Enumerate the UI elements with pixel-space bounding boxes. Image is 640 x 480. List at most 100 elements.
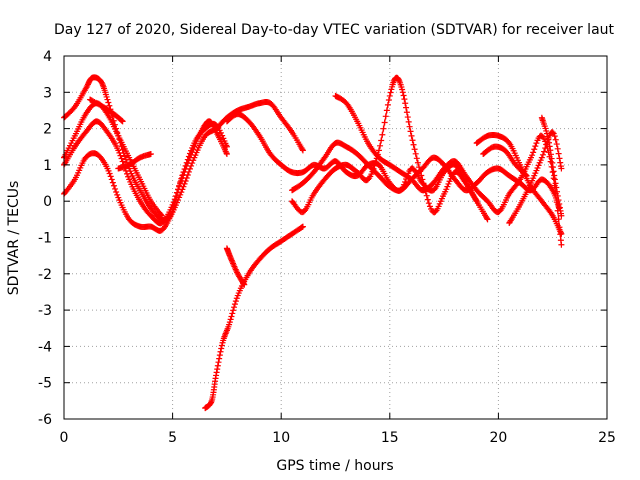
data-point-marker xyxy=(556,200,563,207)
grid xyxy=(64,56,607,419)
data-point-marker xyxy=(188,147,195,154)
data-point-marker xyxy=(378,137,385,144)
data-point-marker xyxy=(556,155,563,162)
data-point-marker xyxy=(414,159,421,166)
data-point-marker xyxy=(408,132,415,139)
y-tick-label: -6 xyxy=(38,412,52,428)
data-point-marker xyxy=(172,192,179,199)
data-point-marker xyxy=(555,197,562,204)
data-point-marker xyxy=(175,197,182,204)
data-point-marker xyxy=(220,135,227,142)
data-point-marker xyxy=(109,179,116,186)
data-point-marker xyxy=(371,162,378,169)
data-point-marker xyxy=(404,114,411,121)
data-point-marker xyxy=(431,186,438,193)
x-axis-label: GPS time / hours xyxy=(276,458,393,474)
data-point-marker xyxy=(530,149,537,156)
y-tick-label: 4 xyxy=(43,49,52,65)
data-point-marker xyxy=(405,118,412,125)
x-tick-label: 10 xyxy=(272,430,290,446)
data-point-marker xyxy=(216,352,223,359)
series-arc-6 xyxy=(115,151,154,172)
data-point-marker xyxy=(112,185,119,192)
data-point-marker xyxy=(557,159,564,166)
data-point-marker xyxy=(299,223,306,230)
data-point-marker xyxy=(207,400,214,407)
data-point-marker xyxy=(121,153,128,160)
data-point-marker xyxy=(186,150,193,157)
data-point-marker xyxy=(185,168,192,175)
data-point-marker xyxy=(117,152,124,159)
series-arc-7 xyxy=(223,111,491,223)
data-point-marker xyxy=(369,168,376,175)
data-point-marker xyxy=(551,176,558,183)
data-point-marker xyxy=(387,89,394,96)
data-point-marker xyxy=(110,182,117,189)
data-point-marker xyxy=(185,153,192,160)
data-point-marker xyxy=(411,146,418,153)
data-point-marker xyxy=(219,132,226,139)
data-point-marker xyxy=(375,147,382,154)
data-point-marker xyxy=(483,215,490,222)
series-arc-14 xyxy=(480,143,530,179)
data-point-marker xyxy=(554,188,561,195)
data-point-marker xyxy=(181,166,188,173)
data-point-marker xyxy=(215,359,222,366)
data-point-marker xyxy=(370,165,377,172)
data-point-marker xyxy=(182,177,189,184)
data-point-marker xyxy=(409,137,416,144)
data-point-marker xyxy=(379,131,386,138)
data-point-marker xyxy=(186,165,193,172)
data-point-marker xyxy=(539,151,546,158)
data-point-marker xyxy=(299,147,306,154)
data-point-marker xyxy=(547,151,554,158)
data-point-marker xyxy=(178,175,185,182)
data-point-marker xyxy=(177,179,184,186)
data-point-marker xyxy=(234,269,241,276)
data-point-marker xyxy=(119,118,126,125)
data-point-marker xyxy=(399,86,406,93)
data-point-marker xyxy=(381,119,388,126)
data-point-marker xyxy=(532,143,539,150)
data-point-marker xyxy=(550,168,557,175)
data-point-marker xyxy=(416,164,423,171)
series-arc-8 xyxy=(202,223,306,412)
data-point-marker xyxy=(217,348,224,355)
data-point-marker xyxy=(395,76,402,83)
data-point-marker xyxy=(233,295,240,302)
data-point-marker xyxy=(426,203,433,210)
data-point-marker xyxy=(179,172,186,179)
series-arc-3 xyxy=(87,96,126,125)
data-point-marker xyxy=(118,155,125,162)
data-point-marker xyxy=(407,128,414,135)
data-point-marker xyxy=(425,200,432,207)
y-tick-label: 1 xyxy=(43,158,52,174)
data-point-marker xyxy=(226,319,233,326)
data-point-marker xyxy=(188,162,195,169)
data-point-marker xyxy=(388,86,395,93)
data-point-marker xyxy=(183,175,190,182)
x-tick-label: 20 xyxy=(489,430,507,446)
data-point-marker xyxy=(546,143,553,150)
data-point-marker xyxy=(125,173,132,180)
data-point-marker xyxy=(554,192,561,199)
data-point-marker xyxy=(546,139,553,146)
data-point-marker xyxy=(180,169,187,176)
data-point-marker xyxy=(443,186,450,193)
y-tick-label: -3 xyxy=(38,303,52,319)
series-arc-9 xyxy=(223,245,248,288)
data-point-marker xyxy=(473,198,480,205)
data-point-marker xyxy=(385,97,392,104)
data-point-marker xyxy=(403,104,410,111)
data-point-marker xyxy=(183,159,190,166)
data-point-marker xyxy=(534,164,541,171)
data-point-marker xyxy=(223,143,230,150)
data-point-marker xyxy=(473,197,480,204)
data-point-marker xyxy=(553,141,560,148)
data-point-marker xyxy=(114,191,121,198)
data-point-marker xyxy=(553,184,560,191)
data-point-marker xyxy=(432,208,439,215)
data-point-marker xyxy=(365,176,372,183)
data-point-marker xyxy=(108,176,115,183)
data-point-marker xyxy=(106,170,113,177)
